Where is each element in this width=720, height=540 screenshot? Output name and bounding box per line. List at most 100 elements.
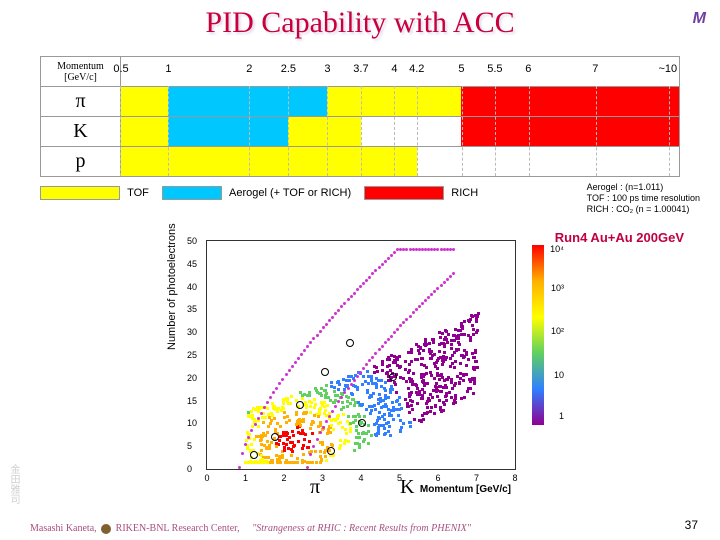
scatter-point [383, 387, 386, 390]
scatter-point [423, 391, 426, 394]
scatter-point [439, 385, 442, 388]
scatter-point [349, 427, 352, 430]
scatter-point [270, 419, 273, 422]
scatter-point [368, 405, 371, 408]
scatter-curve-pt [402, 321, 405, 324]
scatter-point [298, 422, 301, 425]
scatter-point [382, 399, 385, 402]
scatter-point [366, 370, 369, 373]
scatter-point [279, 461, 282, 464]
scatter-point [395, 408, 398, 411]
scatter-point [252, 461, 255, 464]
scatter-point [343, 442, 346, 445]
scatter-curve-pt [306, 345, 309, 348]
scatter-curve-pt [340, 396, 343, 399]
scatter-point [388, 425, 391, 428]
scatter-point [332, 418, 335, 421]
scatter-point [392, 418, 395, 421]
scatter-point [309, 405, 312, 408]
scatter-point [434, 405, 437, 408]
scatter-point [463, 396, 466, 399]
scatter-point [425, 412, 428, 415]
scatter-point [419, 347, 422, 350]
scatter-point [367, 424, 370, 427]
scatter-point [337, 388, 340, 391]
scatter-curve-pt [393, 331, 396, 334]
scatter-point [357, 401, 360, 404]
colorbar-tick: 10 [554, 370, 564, 380]
xtick: 6 [435, 473, 440, 483]
colorbar [532, 245, 544, 425]
scatter-curve-pt [325, 420, 328, 423]
scatter-point [430, 374, 433, 377]
scatter-point [398, 408, 401, 411]
scatter-curve-pt [353, 379, 356, 382]
scatter-curve-pt [312, 445, 315, 448]
scatter-curve-pt [269, 396, 272, 399]
scatter-point [472, 328, 475, 331]
scatter-curve-pt [250, 429, 253, 432]
scatter-point [433, 353, 436, 356]
scatter-point [287, 461, 290, 464]
scatter-point [468, 378, 471, 381]
scatter-point [450, 396, 453, 399]
scatter-point [369, 412, 372, 415]
scatter-curve-pt [446, 278, 449, 281]
scatter-point [291, 430, 294, 433]
scatter-point [428, 399, 431, 402]
scatter-point [332, 401, 335, 404]
scatter-point [362, 440, 365, 443]
scatter-point [355, 425, 358, 428]
scatter-curve-pt [272, 391, 275, 394]
tick-dash [288, 86, 289, 176]
scatter-point [319, 407, 322, 410]
scatter-point [453, 366, 456, 369]
scatter-curve-pt [266, 401, 269, 404]
note-line-3: RICH : CO₂ (n = 1.00041) [587, 204, 700, 215]
scatter-point [398, 403, 401, 406]
scatter-curve-pt [378, 348, 381, 351]
scatter-point [386, 365, 389, 368]
scatter-point [367, 430, 370, 433]
scatter-curve-pt [399, 324, 402, 327]
scatter-point [324, 409, 327, 412]
page-title: PID Capability with ACC [0, 0, 720, 40]
scatter-curve-pt [433, 290, 436, 293]
scatter-point [434, 385, 437, 388]
scatter-curve-pt [300, 353, 303, 356]
scatter-point [308, 394, 311, 397]
scatter-curve-pt [430, 293, 433, 296]
scatter-point [349, 422, 352, 425]
scatter-point [408, 363, 411, 366]
scatter-curve-pt [384, 341, 387, 344]
scatter-point [424, 338, 427, 341]
scatter-point [376, 419, 379, 422]
scatter-point [474, 360, 477, 363]
scatter-point [330, 381, 333, 384]
scatter-point [313, 406, 316, 409]
scatter-point [410, 348, 413, 351]
scatter-point [434, 365, 437, 368]
scatter-point [285, 443, 288, 446]
scatter-point [450, 378, 453, 381]
footer-author: Masashi Kaneta, [30, 523, 97, 534]
scatter-curve-pt [421, 302, 424, 305]
scatter-point [247, 414, 250, 417]
scatter-point [286, 415, 289, 418]
scatter-point [436, 359, 439, 362]
scatter-point [358, 446, 361, 449]
scatter-point [472, 392, 475, 395]
scatter-curve-pt [405, 318, 408, 321]
scatter-point [460, 333, 463, 336]
scatter-point [460, 397, 463, 400]
scatter-curve-pt [374, 269, 377, 272]
scatter-curve-pt [449, 275, 452, 278]
scatter-point [301, 394, 304, 397]
scatter-point [472, 333, 475, 336]
scatter-curve-pt [359, 285, 362, 288]
scatter-point [302, 453, 305, 456]
scatter-point [275, 445, 278, 448]
scatter-point [353, 449, 356, 452]
scatter-curve-pt [331, 316, 334, 319]
scatter-curve-pt [306, 466, 309, 469]
